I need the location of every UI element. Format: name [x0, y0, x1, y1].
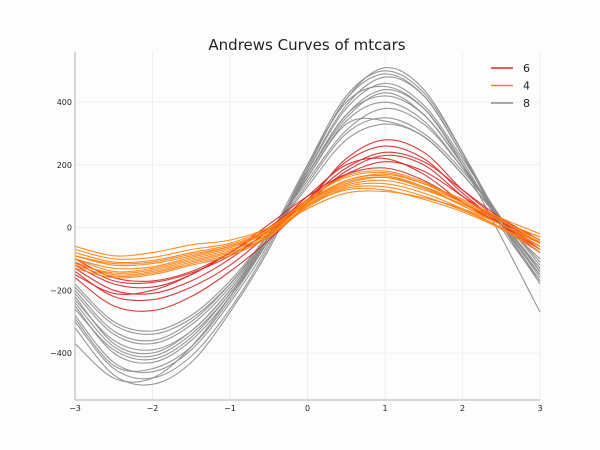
x-tick-label: 1 — [382, 404, 387, 413]
curve-class-4-4 — [74, 170, 541, 267]
x-tick-label: −2 — [147, 404, 159, 413]
curve-class-4-10 — [74, 179, 541, 265]
x-tick-label: 0 — [305, 404, 310, 413]
chart-title: Andrews Curves of mtcars — [208, 36, 405, 54]
watermark: IT易学网 头条 @IT易学网 — [484, 412, 585, 440]
x-tick-label: −1 — [224, 404, 236, 413]
legend-label-6: 6 — [523, 62, 530, 75]
axis-layer: −3 −2 −1 0 1 2 3 −400 −200 0 200 400 — [50, 52, 543, 413]
curve-class-4-11 — [74, 176, 541, 274]
legend: 6 4 8 — [491, 62, 530, 110]
y-tick-label: −400 — [50, 349, 72, 358]
y-tick-label: 200 — [57, 161, 72, 170]
curve-class-8-14 — [74, 123, 541, 335]
curve-class-4-7 — [74, 187, 541, 278]
curve-class-4-2 — [74, 173, 541, 260]
watermark-line1: IT易学网 — [531, 412, 582, 428]
grid-layer — [74, 52, 541, 400]
y-tick-label: 0 — [67, 224, 72, 233]
curve-class-8-11 — [74, 117, 541, 345]
curve-class-4-8 — [74, 190, 541, 270]
curve-class-4-9 — [74, 185, 541, 279]
legend-label-4: 4 — [523, 80, 530, 93]
x-tick-label: 2 — [460, 404, 465, 413]
y-tick-label: 400 — [57, 98, 72, 107]
x-tick-label: −3 — [69, 404, 81, 413]
curve-class-8-13 — [74, 89, 541, 372]
x-tick-label: 3 — [537, 404, 542, 413]
curve-class-8-12 — [74, 101, 541, 358]
legend-label-8: 8 — [523, 97, 530, 110]
curve-layer — [74, 67, 541, 386]
curve-class-8-6 — [74, 76, 541, 386]
y-tick-label: −200 — [50, 286, 72, 295]
watermark-line2: 头条 @IT易学网 — [484, 423, 585, 440]
